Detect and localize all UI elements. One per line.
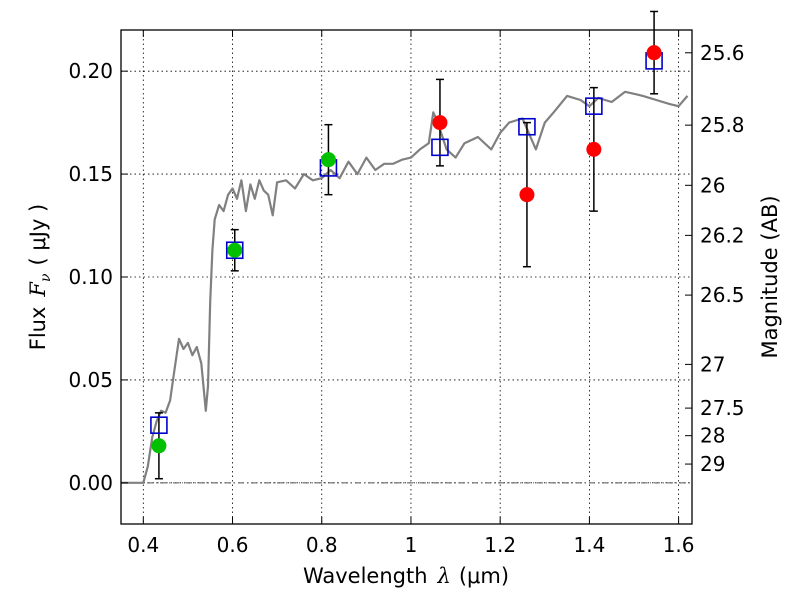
model-square	[431, 138, 449, 157]
model-points	[150, 52, 663, 435]
x-tick-labels: 0.4 0.6 0.8 1 1.2 1.4 1.6	[127, 533, 694, 557]
y2-tick-label: 25.6	[700, 41, 745, 65]
y2-tick-label: 26.2	[700, 223, 745, 247]
y-tick-labels: 0.00 0.05 0.10 0.15 0.20	[68, 59, 113, 495]
y-axis-label-prefix: Flux	[26, 307, 50, 351]
measurement-point	[586, 141, 602, 157]
x-axis-label-prefix: Wavelength	[303, 564, 428, 588]
y-tick-label: 0.10	[68, 265, 113, 289]
sed-curve	[121, 90, 689, 484]
detection-point	[227, 242, 243, 258]
y2-tick-label: 28	[700, 424, 725, 448]
x-tick-label: 1	[405, 533, 418, 557]
measurement-point	[519, 187, 535, 203]
y2-tick-labels: 25.6 25.8 26 26.2 26.5 27 27.5 28 29	[700, 41, 745, 476]
x-tick-label: 0.6	[217, 533, 249, 557]
y-axis-unit: ( μJy )	[26, 204, 50, 266]
model-square	[150, 416, 168, 435]
y-axis-label: Flux Fν ( μJy )	[26, 204, 54, 350]
y2-tick-label: 27	[700, 352, 725, 376]
measurement-point	[646, 45, 662, 61]
measurement-point	[432, 115, 448, 131]
x-axis-unit: (μm)	[459, 564, 509, 588]
x-tick-label: 1.2	[484, 533, 516, 557]
y2-tick-label: 29	[700, 452, 725, 476]
y2-tick-label: 25.8	[700, 113, 745, 137]
y-tick-label: 0.05	[68, 368, 113, 392]
y-tick-label: 0.15	[68, 162, 113, 186]
x-axis-label: Wavelength λ (μm)	[303, 564, 509, 588]
x-tick-label: 0.8	[306, 533, 338, 557]
y2-axis-label: Magnitude (AB)	[758, 195, 782, 358]
grid	[121, 30, 692, 524]
detection-point	[151, 438, 167, 454]
x-axis-symbol: λ	[437, 564, 451, 588]
model-square	[518, 117, 536, 136]
measured-points	[151, 45, 662, 454]
y2-tick-label: 27.5	[700, 396, 745, 420]
detection-point	[320, 152, 336, 168]
y-axis-subscript: ν	[38, 273, 54, 282]
y2-tick-label: 26	[700, 173, 725, 197]
axis-ticks	[121, 30, 692, 524]
y-tick-label: 0.00	[68, 471, 113, 495]
x-tick-label: 1.4	[573, 533, 605, 557]
model-square	[225, 241, 244, 260]
y2-tick-label: 26.5	[700, 283, 745, 307]
model-square	[585, 97, 603, 115]
sed-line	[121, 90, 689, 484]
y-axis-symbol: F	[26, 281, 50, 298]
y-tick-label: 0.20	[68, 59, 113, 83]
x-tick-label: 1.6	[663, 533, 695, 557]
x-tick-label: 0.4	[127, 533, 159, 557]
